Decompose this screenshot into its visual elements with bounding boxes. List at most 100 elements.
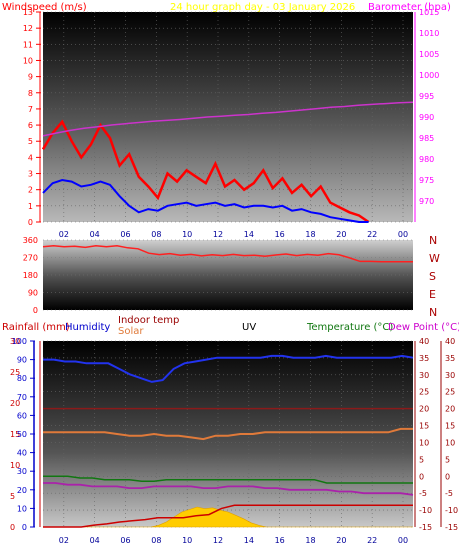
humidity-tick-label: 40 — [17, 449, 27, 458]
hour-tick-label: 08 — [151, 536, 161, 545]
temperature-tick-label: 35 — [419, 354, 429, 363]
compass-label: S — [429, 270, 436, 283]
humidity-line — [43, 354, 414, 383]
hour-tick-label: 04 — [90, 536, 100, 545]
windspeed-axis-title: Windspeed (m/s) — [2, 2, 87, 13]
wind-tick-label: 7 — [28, 105, 33, 114]
dewpoint-tick-label: -5 — [445, 489, 453, 498]
indoor-temp-label: Indoor temp — [118, 315, 179, 326]
rainfall-tick-label: 25 — [10, 368, 20, 377]
hour-tick-label: 10 — [182, 536, 192, 545]
hour-tick-label: 14 — [244, 230, 254, 239]
wind-tick-label: 0 — [28, 218, 33, 227]
temperature-tick-label: 10 — [419, 438, 429, 447]
humidity-axis-title: Humidity — [65, 322, 110, 333]
hour-tick-label: 22 — [367, 536, 377, 545]
barometer-axis-title: Barometer (hpa) — [368, 2, 451, 13]
barometer-tick-label: 1015 — [419, 8, 439, 17]
uv-label: UV — [242, 322, 256, 333]
wind-panel-background — [43, 12, 413, 222]
wind-tick-label: 12 — [23, 24, 33, 33]
hour-tick-label: 04 — [90, 230, 100, 239]
hour-tick-label: 16 — [275, 536, 285, 545]
rainfall-tick-label: 0 — [10, 523, 15, 532]
rainfall-tick-label: 10 — [10, 461, 20, 470]
temperature-tick-label: -5 — [419, 489, 427, 498]
wind-tick-label: 2 — [28, 186, 33, 195]
rainfall-tick-label: 30 — [10, 337, 20, 346]
dewpoint-tick-label: 30 — [445, 371, 455, 380]
barometer-tick-label: 1010 — [419, 29, 439, 38]
solar-label: Solar — [118, 326, 144, 337]
wind-tick-label: 13 — [23, 8, 33, 17]
dewpoint-axis-title: Dew Point (°C) — [388, 322, 459, 333]
temperature-axis-title: Temperature (°C) — [306, 322, 393, 333]
humidity-tick-label: 50 — [17, 430, 27, 439]
dewpoint-tick-label: -15 — [445, 523, 458, 532]
rainfall-axis-title: Rainfall (mm) — [2, 322, 70, 333]
dewpoint-tick-label: 35 — [445, 354, 455, 363]
direction-tick-label: 360 — [23, 236, 38, 245]
hour-tick-label: 12 — [213, 230, 223, 239]
windspeed-line — [41, 119, 370, 224]
dewpoint-tick-label: 15 — [445, 422, 455, 431]
hour-tick-label: 10 — [182, 230, 192, 239]
compass-label: W — [429, 252, 440, 265]
hour-tick-label: 12 — [213, 536, 223, 545]
rainfall-tick-label: 20 — [10, 399, 20, 408]
dewpoint-tick-label: 20 — [445, 405, 455, 414]
barometer-tick-label: 1000 — [419, 71, 439, 80]
direction-tick-label: 180 — [23, 271, 38, 280]
dewpoint-tick-label: 10 — [445, 438, 455, 447]
rainfall-tick-label: 15 — [10, 430, 20, 439]
hour-tick-label: 00 — [398, 230, 408, 239]
humidity-tick-label: 70 — [17, 393, 27, 402]
humidity-tick-label: 0 — [22, 523, 27, 532]
temperature-tick-label: 5 — [419, 455, 424, 464]
direction-tick-label: 0 — [33, 306, 38, 315]
temperature-line — [43, 475, 413, 484]
hour-tick-label: 14 — [244, 536, 254, 545]
windspeed-average-line — [42, 178, 369, 223]
wind-tick-label: 11 — [23, 40, 33, 49]
compass-label: N — [429, 234, 437, 247]
wind-tick-label: 6 — [28, 121, 33, 130]
wind-tick-label: 3 — [28, 170, 33, 179]
barometer-line — [42, 101, 414, 137]
dewpoint-tick-label: 40 — [445, 337, 455, 346]
temperature-tick-label: -15 — [419, 523, 432, 532]
hour-tick-label: 18 — [305, 230, 315, 239]
barometer-tick-label: 975 — [419, 176, 434, 185]
dewpoint-tick-label: -10 — [445, 506, 458, 515]
temperature-tick-label: 25 — [419, 388, 429, 397]
dewpoint-tick-label: 0 — [445, 472, 450, 481]
direction-tick-label: 270 — [23, 254, 38, 263]
hour-tick-label: 02 — [59, 230, 69, 239]
compass-label: E — [429, 288, 436, 301]
uv-area — [43, 506, 413, 528]
barometer-tick-label: 995 — [419, 92, 434, 101]
humidity-tick-label: 100 — [12, 337, 27, 346]
wind-tick-label: 8 — [28, 89, 33, 98]
humidity-tick-label: 80 — [17, 374, 27, 383]
hour-tick-label: 16 — [275, 230, 285, 239]
barometer-tick-label: 980 — [419, 155, 434, 164]
humidity-tick-label: 30 — [17, 467, 27, 476]
wind-direction-line — [42, 245, 413, 263]
barometer-tick-label: 1005 — [419, 50, 439, 59]
rainfall-tick-label: 5 — [10, 492, 15, 501]
hour-tick-label: 06 — [120, 230, 130, 239]
dewpoint-line — [43, 482, 414, 496]
humidity-tick-label: 90 — [17, 356, 27, 365]
hour-tick-label: 08 — [151, 230, 161, 239]
hour-tick-label: 02 — [59, 536, 69, 545]
temperature-tick-label: -10 — [419, 506, 432, 515]
temperature-tick-label: 0 — [419, 472, 424, 481]
dewpoint-tick-label: 25 — [445, 388, 455, 397]
wind-tick-label: 10 — [23, 56, 33, 65]
humidity-tick-label: 10 — [17, 504, 27, 513]
rainfall-line — [43, 504, 413, 528]
temperature-tick-label: 15 — [419, 422, 429, 431]
hour-tick-label: 06 — [120, 536, 130, 545]
